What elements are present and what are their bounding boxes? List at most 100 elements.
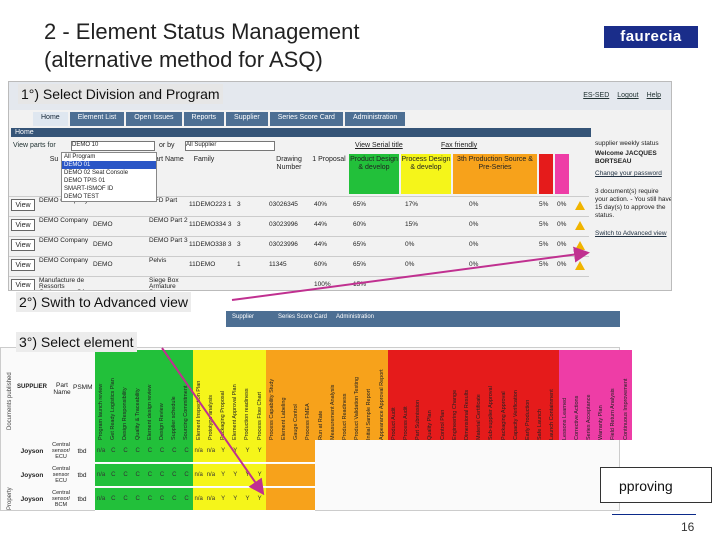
phase-header[interactable]: Gauge Control	[290, 350, 303, 440]
division-select[interactable]: DEMO 10	[71, 141, 155, 151]
phase-header[interactable]: Series Acceptance	[583, 350, 596, 440]
view-button[interactable]: View	[11, 259, 35, 271]
status-cell[interactable]: n/a	[95, 440, 108, 463]
phase-header[interactable]: Engineering Change	[448, 350, 461, 440]
view-button[interactable]: View	[11, 279, 35, 290]
status-cell[interactable]: n/a	[192, 440, 205, 463]
status-cell[interactable]	[265, 440, 278, 463]
status-cell[interactable]: C	[180, 440, 193, 463]
phase-header[interactable]: Dimensional Results	[461, 350, 474, 440]
status-cell[interactable]: n/a	[204, 440, 217, 463]
tab-administration[interactable]: Administration	[344, 112, 406, 126]
phase-header[interactable]: Process Audit	[400, 350, 413, 440]
phase-header[interactable]: Field Return Analysis	[607, 350, 620, 440]
phase-header[interactable]: Launch Containment	[546, 350, 559, 440]
status-cell[interactable]: C	[119, 488, 132, 511]
status-cell[interactable]: Y	[217, 440, 230, 463]
phase-header[interactable]: Product Audit	[387, 350, 400, 440]
phase-header[interactable]: Capacity Verification	[509, 350, 522, 440]
status-cell[interactable]: C	[119, 464, 132, 487]
phase-header[interactable]: Warranty Plan	[595, 350, 608, 440]
phase-header[interactable]: Element Labeling	[278, 350, 291, 440]
status-cell[interactable]: n/a	[204, 464, 217, 487]
status-cell[interactable]: Y	[253, 440, 266, 463]
status-cell[interactable]	[265, 464, 278, 487]
status-cell[interactable]	[290, 464, 303, 487]
phase-header[interactable]: Packaging Approval	[497, 350, 510, 440]
tab-open-issues[interactable]: Open Issues	[126, 112, 182, 126]
status-cell[interactable]: Y	[229, 488, 242, 511]
status-cell[interactable]: C	[107, 488, 120, 511]
status-cell[interactable]	[302, 488, 315, 511]
phase-header[interactable]: Get Ready Logistics Plan	[107, 350, 120, 440]
phase-header[interactable]: Sourcing Commitment	[180, 350, 193, 440]
status-cell[interactable]: C	[107, 440, 120, 463]
status-cell[interactable]: Y	[217, 464, 230, 487]
fax-friendly-link[interactable]: Fax friendly	[441, 142, 478, 149]
top-link-logout[interactable]: Logout	[617, 92, 639, 99]
phase-header[interactable]: Design Responsibility	[119, 350, 132, 440]
phase-header[interactable]: Continuous Improvement	[619, 350, 632, 440]
tab-administration[interactable]: Administration	[336, 314, 375, 320]
phase-header[interactable]: Production readiness	[241, 350, 254, 440]
top-link-es-sed[interactable]: ES-SED	[583, 92, 610, 99]
status-cell[interactable]: C	[143, 464, 156, 487]
status-cell[interactable]	[290, 488, 303, 511]
phase-header[interactable]: Supplier schedule	[168, 350, 181, 440]
phase-header[interactable]: Quality Plan	[424, 350, 437, 440]
phase-header[interactable]: Packaging Proposal	[217, 350, 230, 440]
view-button[interactable]: View	[11, 219, 35, 231]
dropdown-option[interactable]: DEMO 02 Seat Console	[64, 170, 129, 176]
phase-header[interactable]: Product Validation Testing	[351, 350, 364, 440]
phase-header[interactable]: Corrective Actions	[570, 350, 583, 440]
status-cell[interactable]: C	[131, 440, 144, 463]
status-cell[interactable]: C	[143, 440, 156, 463]
tab-reports[interactable]: Reports	[183, 112, 225, 126]
phase-header[interactable]: Safe Launch	[534, 350, 547, 440]
phase-header[interactable]: Product Readiness	[339, 350, 352, 440]
status-cell[interactable]: Y	[241, 440, 254, 463]
tab-element-list[interactable]: Element List	[69, 112, 125, 126]
phase-header[interactable]: Design Review	[156, 350, 169, 440]
phase-header[interactable]: Process Capability Study	[265, 350, 278, 440]
phase-header[interactable]: Prototype analysis	[204, 350, 217, 440]
tab-series-score-card[interactable]: Series Score Card	[269, 112, 343, 126]
serial-title-link[interactable]: View Serial title	[355, 142, 403, 149]
status-cell[interactable]	[290, 440, 303, 463]
status-cell[interactable]: Y	[217, 488, 230, 511]
dropdown-option[interactable]: DEMO TEST	[64, 194, 99, 200]
phase-header[interactable]: Part Submission	[412, 350, 425, 440]
status-cell[interactable]: n/a	[204, 488, 217, 511]
status-cell[interactable]: n/a	[192, 488, 205, 511]
tab-series-score-card[interactable]: Series Score Card	[278, 314, 328, 320]
phase-header[interactable]: Measurement Analysis	[326, 350, 339, 440]
dropdown-option[interactable]: SMART-ISMOF ID	[64, 186, 114, 192]
phase-header[interactable]: Initial Sample Report	[363, 350, 376, 440]
phase-header[interactable]: Element Inspection Plan	[192, 350, 205, 440]
phase-header[interactable]: Control Plan	[436, 350, 449, 440]
status-cell[interactable]: C	[131, 488, 144, 511]
status-cell[interactable]	[278, 440, 291, 463]
phase-header[interactable]: Element design review	[143, 350, 156, 440]
status-cell[interactable]	[302, 464, 315, 487]
status-cell[interactable]: n/a	[95, 464, 108, 487]
program-select[interactable]: All Supplier	[185, 141, 275, 151]
phase-header[interactable]: Process Flow Chart	[253, 350, 266, 440]
dropdown-option[interactable]: All Program	[64, 154, 96, 160]
phase-header[interactable]: Lessons Learned	[558, 350, 571, 440]
phase-header[interactable]: Appearance Approval Report	[375, 350, 388, 440]
status-cell[interactable]: C	[168, 488, 181, 511]
status-cell[interactable]: C	[131, 464, 144, 487]
phase-header[interactable]: Element Approval Plan	[229, 350, 242, 440]
status-cell[interactable]: n/a	[192, 464, 205, 487]
view-button[interactable]: View	[11, 199, 35, 211]
phase-header[interactable]: Material Certificate	[473, 350, 486, 440]
advanced-view-link[interactable]: Switch to Advanced view	[595, 230, 667, 237]
top-link-help[interactable]: Help	[646, 92, 661, 99]
status-cell[interactable]: C	[156, 440, 169, 463]
change-password-link[interactable]: Change your password	[595, 170, 662, 177]
dropdown-option[interactable]: DEMO TPIS 01	[64, 178, 106, 184]
status-cell[interactable]: C	[168, 440, 181, 463]
status-cell[interactable]	[278, 464, 291, 487]
status-cell[interactable]: C	[156, 488, 169, 511]
